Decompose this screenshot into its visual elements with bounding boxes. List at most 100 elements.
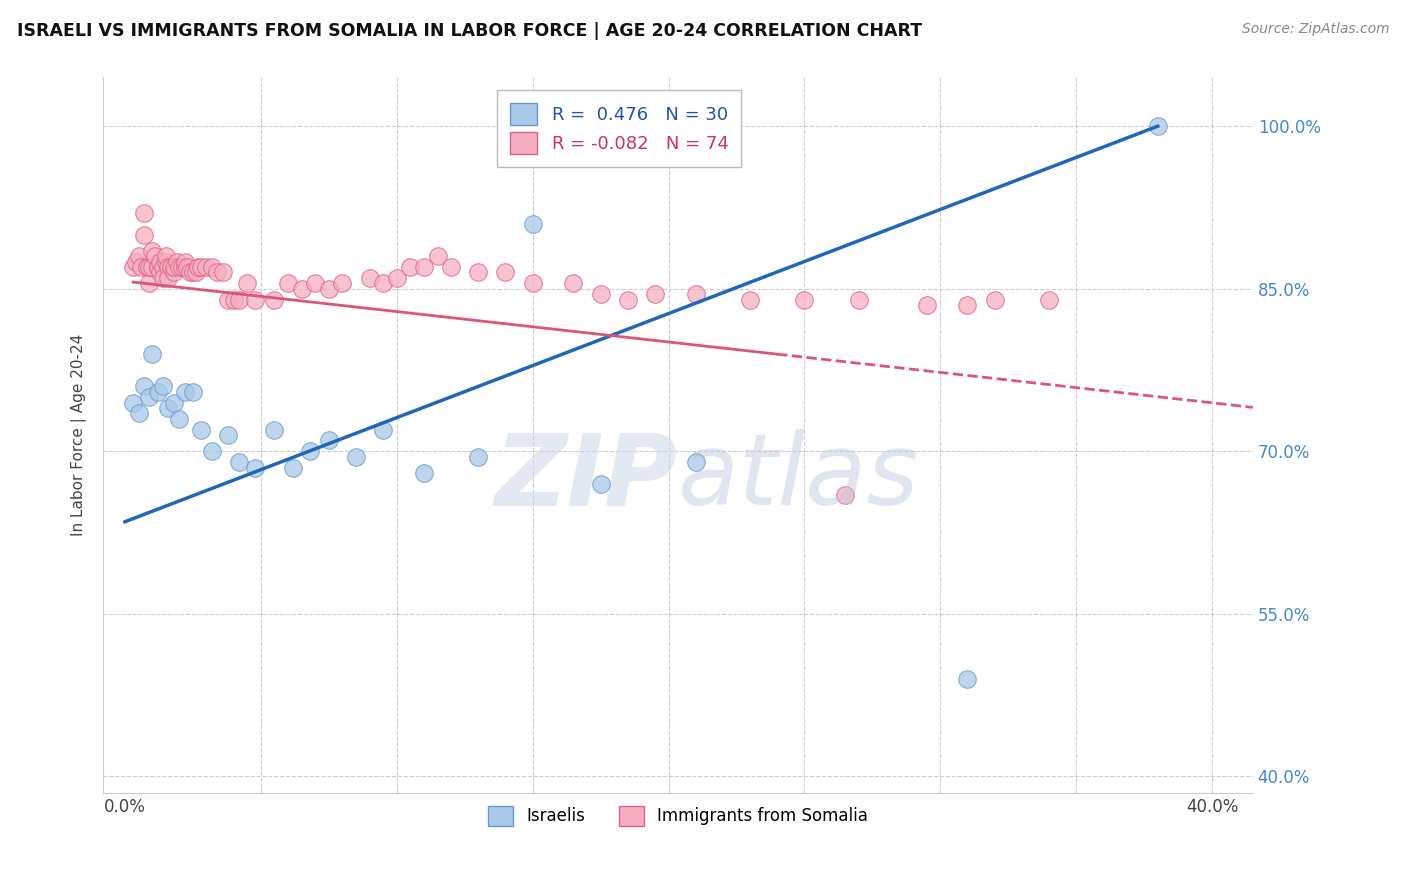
Point (141, 347, 163, 361)
Point (181, 384, 204, 399)
Point (332, 277, 354, 291)
Point (793, 293, 815, 307)
Point (738, 293, 761, 307)
Point (138, 277, 160, 291)
Point (283, 460, 305, 475)
Point (373, 423, 395, 437)
Point (236, 277, 259, 291)
Point (146, 260, 169, 274)
Point (915, 298, 938, 312)
Point (385, 271, 408, 285)
Point (122, 395, 145, 409)
Point (207, 265, 229, 279)
Point (1038, 293, 1060, 307)
Point (228, 455, 250, 469)
Point (222, 293, 245, 307)
Point (179, 265, 201, 279)
Point (187, 260, 209, 274)
Point (149, 254, 172, 268)
Point (263, 293, 285, 307)
Point (195, 260, 218, 274)
Point (128, 406, 150, 420)
Point (163, 265, 186, 279)
Point (184, 265, 207, 279)
Point (138, 390, 160, 404)
Point (163, 260, 186, 274)
Point (291, 282, 314, 296)
Point (217, 293, 239, 307)
Point (122, 260, 145, 274)
Point (143, 249, 166, 263)
Point (1146, 119, 1168, 133)
Point (132, 206, 155, 220)
Point (181, 265, 204, 279)
Point (373, 277, 395, 291)
Point (141, 244, 163, 258)
Point (173, 384, 195, 399)
Point (146, 384, 169, 399)
Point (956, 298, 979, 312)
Point (522, 277, 544, 291)
Point (426, 249, 449, 263)
Point (190, 423, 212, 437)
Point (413, 466, 436, 480)
Point (169, 260, 191, 274)
Point (494, 265, 516, 279)
Point (298, 444, 321, 458)
Point (138, 260, 160, 274)
Point (132, 227, 155, 242)
Point (149, 265, 172, 279)
Point (263, 423, 285, 437)
Point (217, 428, 239, 442)
Point (160, 260, 183, 274)
Point (644, 287, 666, 301)
Point (155, 249, 177, 263)
Point (155, 254, 177, 268)
Y-axis label: In Labor Force | Age 20-24: In Labor Force | Age 20-24 (72, 334, 87, 536)
Point (956, 672, 979, 686)
Point (562, 277, 585, 291)
Point (245, 293, 267, 307)
Point (834, 488, 856, 502)
Point (399, 260, 422, 274)
Point (201, 260, 224, 274)
Point (152, 271, 174, 285)
Point (589, 476, 612, 491)
Point (467, 450, 489, 464)
Point (685, 455, 707, 469)
Point (141, 260, 163, 274)
Point (129, 260, 152, 274)
Point (467, 265, 489, 279)
Point (176, 260, 198, 274)
Point (173, 254, 195, 268)
Point (128, 249, 150, 263)
Point (359, 271, 381, 285)
Point (848, 293, 870, 307)
Point (152, 260, 174, 274)
Point (440, 260, 463, 274)
Point (245, 460, 267, 475)
Point (413, 260, 436, 274)
Point (304, 277, 326, 291)
Point (344, 450, 367, 464)
Legend: Israelis, Immigrants from Somalia: Israelis, Immigrants from Somalia (479, 797, 876, 834)
Point (146, 260, 169, 274)
Point (170, 260, 193, 274)
Point (211, 265, 233, 279)
Point (616, 293, 638, 307)
Point (173, 260, 195, 274)
Point (132, 379, 155, 393)
Point (201, 444, 224, 458)
Point (318, 282, 340, 296)
Point (277, 277, 299, 291)
Point (152, 379, 174, 393)
Point (135, 260, 157, 274)
Point (169, 411, 191, 425)
Point (157, 401, 180, 415)
Point (157, 271, 180, 285)
Point (685, 287, 707, 301)
Point (228, 293, 250, 307)
Text: Source: ZipAtlas.com: Source: ZipAtlas.com (1241, 22, 1389, 37)
Point (589, 287, 612, 301)
Text: ZIP: ZIP (495, 429, 678, 526)
